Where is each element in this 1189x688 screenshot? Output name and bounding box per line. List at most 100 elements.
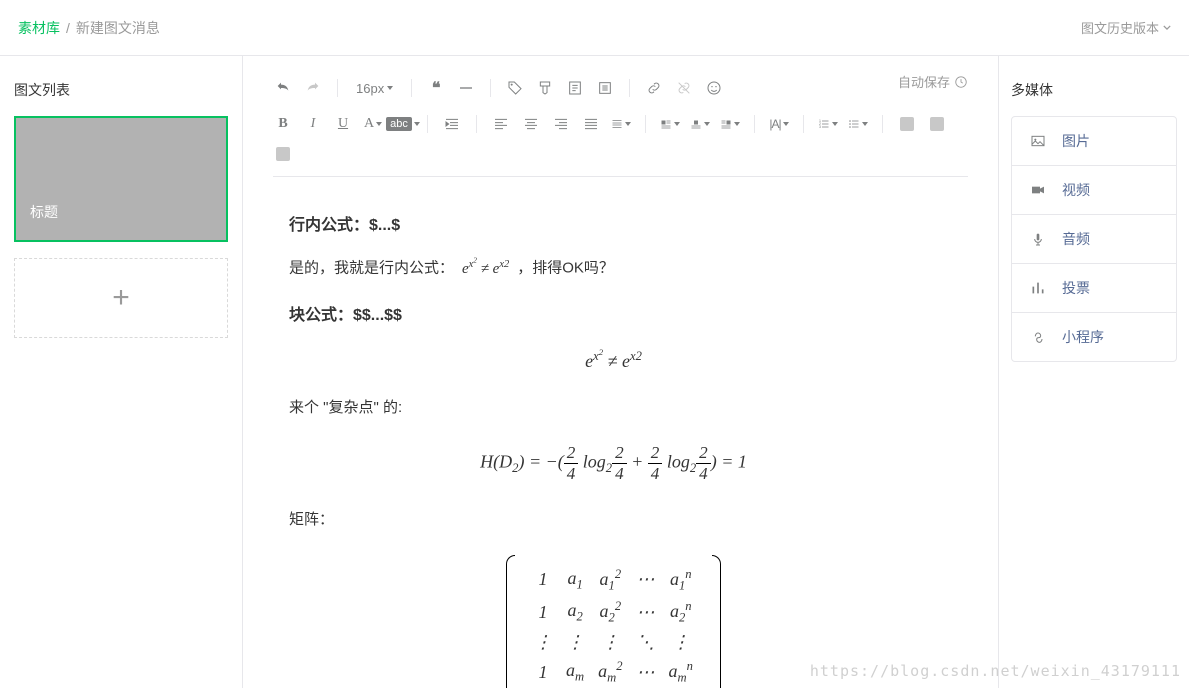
dropdown-icon xyxy=(734,122,740,126)
bold-button[interactable]: B xyxy=(273,114,293,134)
left-panel: 图文列表 标题 + xyxy=(0,56,242,688)
article-card-selected[interactable]: 标题 xyxy=(14,116,228,242)
float-left-button[interactable] xyxy=(660,114,680,134)
dropdown-icon xyxy=(783,122,789,126)
miniprogram-icon xyxy=(1028,327,1048,347)
vote-icon xyxy=(1028,278,1048,298)
toolbar-separator xyxy=(427,115,428,133)
media-item-label: 音频 xyxy=(1062,229,1090,249)
underline-button[interactable]: U xyxy=(333,114,353,134)
dropdown-icon xyxy=(387,86,393,90)
main-layout: 图文列表 标题 + 自动保存 16px ❝ xyxy=(0,56,1189,688)
breadcrumb-library-link[interactable]: 素材库 xyxy=(18,18,60,38)
media-item-vote[interactable]: 投票 xyxy=(1012,264,1176,313)
table-delete-button[interactable] xyxy=(927,114,947,134)
dropdown-icon xyxy=(625,122,631,126)
unordered-list-button[interactable] xyxy=(848,114,868,134)
line-height-button[interactable]: |A| xyxy=(769,114,789,134)
toolbar-row-2: B I U A abc |A| 123 xyxy=(273,106,968,177)
dropdown-icon xyxy=(704,122,710,126)
unlink-button[interactable] xyxy=(674,78,694,98)
align-left-button[interactable] xyxy=(491,114,511,134)
highlight-button[interactable]: abc xyxy=(393,114,413,134)
video-icon xyxy=(1028,180,1048,200)
hr-button[interactable] xyxy=(456,78,476,98)
breadcrumb-sep: / xyxy=(66,20,70,36)
right-panel: 多媒体 图片 视频 音频 投票 小程序 xyxy=(999,56,1189,688)
media-item-image[interactable]: 图片 xyxy=(1012,117,1176,166)
paragraph-inline-example: 是的，我就是行内公式： ex2 ≠ ex2 ，排得OK吗？ xyxy=(289,253,938,283)
indent-button[interactable] xyxy=(442,114,462,134)
tag-button[interactable] xyxy=(505,78,525,98)
toolbar-separator xyxy=(803,115,804,133)
media-item-video[interactable]: 视频 xyxy=(1012,166,1176,215)
toolbar-separator xyxy=(754,115,755,133)
editor-content[interactable]: 行内公式：$...$ 是的，我就是行内公式： ex2 ≠ ex2 ，排得OK吗？… xyxy=(243,183,998,688)
float-center-button[interactable] xyxy=(690,114,710,134)
italic-button[interactable]: I xyxy=(303,114,323,134)
clock-icon xyxy=(954,75,968,89)
media-item-label: 小程序 xyxy=(1062,327,1104,347)
watermark: https://blog.csdn.net/weixin_43179111 xyxy=(810,662,1181,680)
toolbar-separator xyxy=(337,79,338,97)
toolbar-separator xyxy=(629,79,630,97)
align-justify-button[interactable] xyxy=(581,114,601,134)
article-card-title: 标题 xyxy=(30,202,58,222)
ordered-list-button[interactable]: 123 xyxy=(818,114,838,134)
format-brush-button[interactable] xyxy=(535,78,555,98)
math-block-simple: ex2 ≠ ex2 xyxy=(289,347,938,372)
dropdown-icon xyxy=(376,122,382,126)
paragraph-matrix-intro: 矩阵： xyxy=(289,506,938,533)
text-color-button[interactable]: A xyxy=(363,114,383,134)
redo-button[interactable] xyxy=(303,78,323,98)
article-list-title: 图文列表 xyxy=(14,80,228,100)
toolbar-row-1: 16px ❝ xyxy=(273,70,968,106)
autosave-label: 自动保存 xyxy=(898,72,950,91)
font-size-selector[interactable]: 16px xyxy=(352,81,397,96)
toolbar-separator xyxy=(476,115,477,133)
emoji-button[interactable] xyxy=(704,78,724,98)
math-block-entropy: H(D2) = −(24 log224 + 24 log224) = 1 xyxy=(289,443,938,484)
history-versions-link[interactable]: 图文历史版本 xyxy=(1081,18,1171,37)
multimedia-title: 多媒体 xyxy=(1011,80,1177,100)
heading-inline-formula: 行内公式：$...$ xyxy=(289,211,938,235)
audio-icon xyxy=(1028,229,1048,249)
link-button[interactable] xyxy=(644,78,664,98)
chevron-down-icon xyxy=(1163,25,1171,30)
align-right-button[interactable] xyxy=(551,114,571,134)
media-item-label: 图片 xyxy=(1062,131,1090,151)
breadcrumb: 素材库 / 新建图文消息 xyxy=(18,18,160,38)
table-props-button[interactable] xyxy=(273,144,293,164)
add-article-card[interactable]: + xyxy=(14,258,228,338)
multimedia-list: 图片 视频 音频 投票 小程序 xyxy=(1011,116,1177,362)
toolbar-separator xyxy=(645,115,646,133)
top-bar: 素材库 / 新建图文消息 图文历史版本 xyxy=(0,0,1189,56)
autosave-indicator: 自动保存 xyxy=(898,72,968,91)
undo-button[interactable] xyxy=(273,78,293,98)
template-button[interactable] xyxy=(565,78,585,98)
table-insert-button[interactable] xyxy=(897,114,917,134)
breadcrumb-current: 新建图文消息 xyxy=(76,18,160,38)
media-item-label: 视频 xyxy=(1062,180,1090,200)
align-dropdown-button[interactable] xyxy=(611,114,631,134)
blockquote-button[interactable]: ❝ xyxy=(426,78,446,98)
toolbar-separator xyxy=(490,79,491,97)
dropdown-icon xyxy=(674,122,680,126)
dropdown-icon xyxy=(862,122,868,126)
float-right-button[interactable] xyxy=(720,114,740,134)
dropdown-icon xyxy=(414,122,420,126)
dropdown-icon xyxy=(832,122,838,126)
font-size-value: 16px xyxy=(356,81,384,96)
editor-toolbar: 自动保存 16px ❝ B xyxy=(243,56,998,183)
image-icon xyxy=(1028,131,1048,151)
code-block-button[interactable] xyxy=(595,78,615,98)
svg-text:3: 3 xyxy=(819,125,821,129)
text-segment: 是的，我就是行内公式： xyxy=(289,260,454,277)
math-inline: ex2 ≠ ex2 xyxy=(458,261,513,277)
media-item-miniprogram[interactable]: 小程序 xyxy=(1012,313,1176,361)
history-versions-label: 图文历史版本 xyxy=(1081,18,1159,37)
media-item-audio[interactable]: 音频 xyxy=(1012,215,1176,264)
align-center-button[interactable] xyxy=(521,114,541,134)
heading-block-formula: 块公式：$$...$$ xyxy=(289,301,938,325)
media-item-label: 投票 xyxy=(1062,278,1090,298)
